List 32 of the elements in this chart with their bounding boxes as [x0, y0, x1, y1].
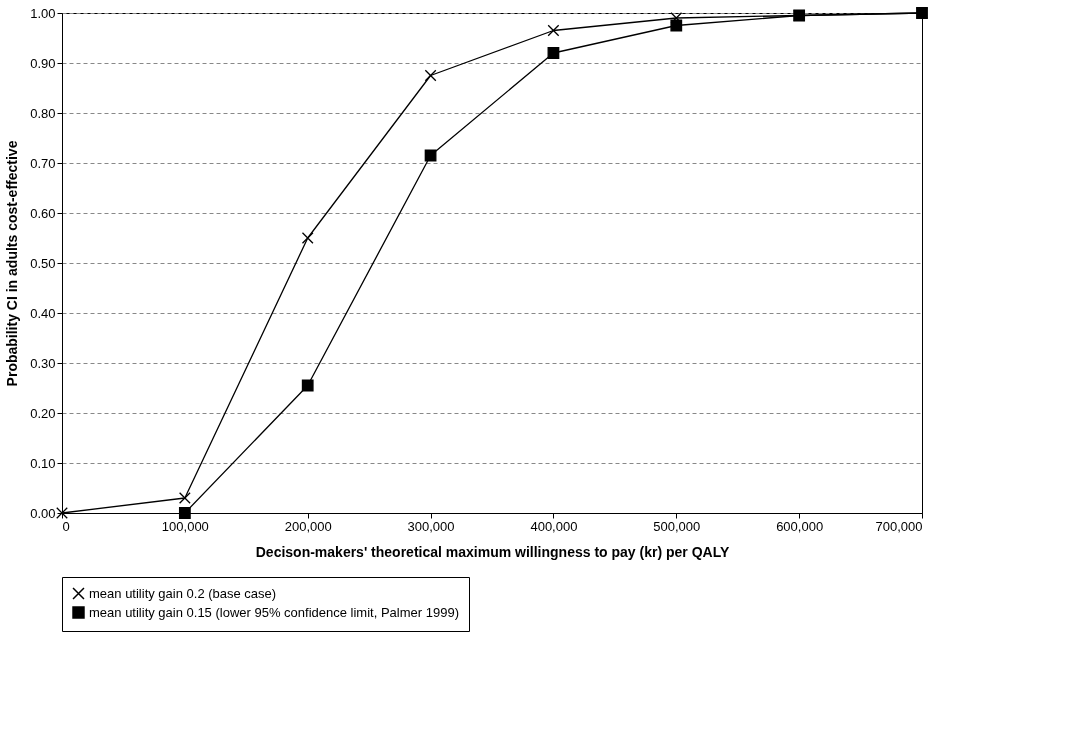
y-tick-label: 0.00	[30, 505, 56, 521]
point	[547, 24, 560, 37]
x-tick-label: 600,000	[776, 518, 824, 534]
legend-label: mean utility gain 0.15 (lower 95% confidence limit, Palmer 1999)	[89, 604, 459, 620]
y-tick-label: 0.70	[30, 155, 56, 171]
x-tick-label: 500,000	[653, 518, 701, 534]
y-axis-title: Probability CI in adults cost-effective	[4, 140, 21, 387]
y-tick-label: 0.30	[30, 355, 56, 371]
point	[670, 19, 683, 32]
x-tick-label: 300,000	[407, 518, 455, 534]
point	[301, 379, 314, 392]
point	[424, 69, 437, 82]
x-tick-label: 200,000	[284, 518, 332, 534]
x-tick-label: 0	[62, 518, 70, 534]
point	[178, 507, 191, 519]
y-tick-label: 1.00	[30, 5, 56, 21]
y-tick-label: 0.40	[30, 305, 56, 321]
x-tick-label: 400,000	[530, 518, 578, 534]
x-tick-label: 700,000	[875, 518, 923, 534]
point	[547, 47, 560, 59]
point	[56, 507, 68, 519]
point	[301, 232, 314, 244]
y-tick-label: 0.20	[30, 405, 56, 421]
y-tick-label: 0.60	[30, 205, 56, 221]
x-tick-label: 100,000	[161, 518, 209, 534]
legend-label: mean utility gain 0.2 (base case)	[89, 585, 277, 601]
point	[178, 492, 191, 504]
y-tick-label: 0.10	[30, 455, 56, 471]
x-axis-title: Decison-makers' theoretical maximum willingness to pay (kr) per QALY	[255, 543, 730, 560]
y-tick-label: 0.50	[30, 255, 56, 271]
y-tick-label: 0.80	[30, 105, 56, 121]
y-tick-label: 0.90	[30, 55, 56, 71]
